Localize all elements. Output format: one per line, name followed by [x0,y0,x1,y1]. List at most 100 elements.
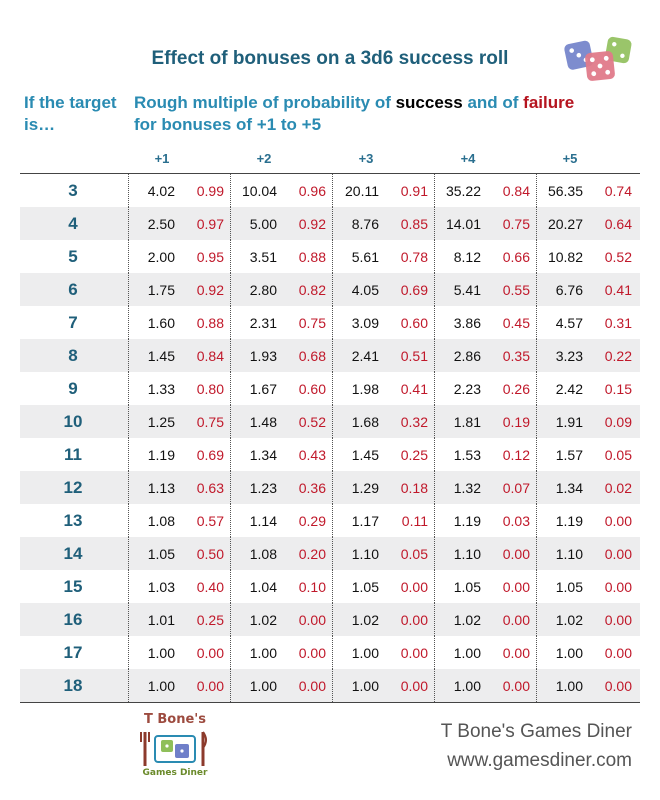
success-multiple: 1.00 [249,678,277,694]
success-multiple: 1.02 [351,612,379,628]
bonus-cell: 1.00 0.00 [434,636,536,669]
bonus-cell: 1.00 0.00 [230,636,332,669]
bonus-cell: 56.35 0.74 [536,174,638,207]
target-value: 17 [63,643,83,662]
bonus-cell: 1.02 0.00 [230,603,332,636]
failure-multiple: 0.96 [298,183,326,199]
bonus-cell: 1.13 0.63 [128,471,230,504]
success-multiple: 4.02 [147,183,175,199]
success-multiple: 1.02 [555,612,583,628]
target-value: 12 [63,478,83,497]
bonus-cell: 5.00 0.92 [230,207,332,240]
bonus-cell: 1.34 0.02 [536,471,638,504]
failure-multiple: 0.36 [298,480,326,496]
subtitle-part2: and of [462,93,524,112]
bonus-cell: 1.19 0.69 [128,438,230,471]
failure-multiple: 0.80 [196,381,224,397]
success-multiple: 1.04 [249,579,277,595]
success-multiple: 1.00 [147,645,175,661]
failure-multiple: 0.00 [400,645,428,661]
failure-multiple: 0.82 [298,282,326,298]
bonus-cell: 1.48 0.52 [230,405,332,438]
failure-multiple: 0.85 [400,216,428,232]
table-row: 12 1.13 0.63 1.23 0.36 1.29 0.18 1.32 0.07 1.34 0.… [20,471,640,504]
success-multiple: 1.10 [555,546,583,562]
success-multiple: 1.23 [249,480,277,496]
chart-title: Effect of bonuses on a 3d6 success roll [151,48,509,69]
bonus-cell: 1.19 0.03 [434,504,536,537]
table-row: 6 1.75 0.92 2.80 0.82 4.05 0.69 5.41 0.55 6.76 0.4… [20,273,640,306]
success-multiple: 1.13 [147,480,175,496]
success-multiple: 20.27 [547,216,583,232]
target-value: 7 [68,313,78,332]
target-value: 4 [68,214,78,233]
success-multiple: 1.03 [147,579,175,595]
bonus-cell: 2.50 0.97 [128,207,230,240]
table-body: 3 4.02 0.99 10.04 0.96 20.11 0.91 35.22 0.84 56.3… [20,174,640,702]
success-multiple: 1.05 [453,579,481,595]
failure-multiple: 0.92 [196,282,224,298]
success-multiple: 1.00 [249,645,277,661]
bonus-cell: 35.22 0.84 [434,174,536,207]
success-multiple: 5.00 [249,216,277,232]
success-multiple: 1.10 [351,546,379,562]
failure-multiple: 0.00 [502,612,530,628]
bonus-cell: 5.41 0.55 [434,273,536,306]
row-header-label: If the target is… [24,93,117,134]
failure-multiple: 0.00 [604,546,632,562]
success-multiple: 1.29 [351,480,379,496]
bonus-cell: 1.00 0.00 [536,669,638,702]
success-multiple: 1.19 [453,513,481,529]
bonus-cell: 3.51 0.88 [230,240,332,273]
failure-multiple: 0.91 [400,183,428,199]
success-multiple: 1.53 [453,447,481,463]
table-row: 9 1.33 0.80 1.67 0.60 1.98 0.41 2.23 0.26 2.42 0.1… [20,372,640,405]
failure-multiple: 0.31 [604,315,632,331]
logo-text-top: T Bone's [143,712,207,727]
bonus-cell: 1.05 0.00 [536,570,638,603]
target-value: 5 [68,247,78,266]
failure-multiple: 0.18 [400,480,428,496]
success-multiple: 1.05 [555,579,583,595]
success-multiple: 1.34 [555,480,583,496]
failure-multiple: 0.02 [604,480,632,496]
success-multiple: 1.98 [351,381,379,397]
failure-multiple: 0.00 [604,645,632,661]
bonus-cell: 1.10 0.00 [536,537,638,570]
bonus-cell: 1.08 0.20 [230,537,332,570]
success-multiple: 5.41 [453,282,481,298]
bonus-cell: 1.00 0.00 [230,669,332,702]
failure-multiple: 0.43 [298,447,326,463]
bonus-cell: 1.45 0.25 [332,438,434,471]
bonus-cell: 2.41 0.51 [332,339,434,372]
failure-multiple: 0.00 [604,612,632,628]
bonus-cell: 1.00 0.00 [128,669,230,702]
success-multiple: 1.00 [453,678,481,694]
footer-site-name: T Bone's Games Diner [440,721,632,742]
bonus-cell: 1.03 0.40 [128,570,230,603]
failure-multiple: 0.84 [196,348,224,364]
subtitle-failure-word: failure [523,93,575,112]
failure-multiple: 0.74 [604,183,632,199]
success-multiple: 2.23 [453,381,481,397]
table-row: 15 1.03 0.40 1.04 0.10 1.05 0.00 1.05 0.00 1.05 0.… [20,570,640,603]
success-multiple: 1.25 [147,414,175,430]
bonus-column-header: +1 [154,151,170,166]
failure-multiple: 0.52 [298,414,326,430]
success-multiple: 1.68 [351,414,379,430]
failure-multiple: 0.66 [502,249,530,265]
failure-multiple: 0.00 [604,678,632,694]
logo: T Bone's Games Diner [135,708,215,788]
success-multiple: 1.75 [147,282,175,298]
failure-multiple: 0.00 [502,546,530,562]
footer-url[interactable]: www.gamesdiner.com [447,750,632,771]
success-multiple: 3.09 [351,315,379,331]
table-row: 8 1.45 0.84 1.93 0.68 2.41 0.51 2.86 0.35 3.23 0.2… [20,339,640,372]
table-row: 14 1.05 0.50 1.08 0.20 1.10 0.05 1.10 0.00 1.10 0.… [20,537,640,570]
target-value: 15 [63,577,83,596]
target-value: 6 [68,280,78,299]
bonus-cell: 1.00 0.00 [536,636,638,669]
bonus-cell: 10.04 0.96 [230,174,332,207]
failure-multiple: 0.00 [400,579,428,595]
success-multiple: 1.00 [555,678,583,694]
